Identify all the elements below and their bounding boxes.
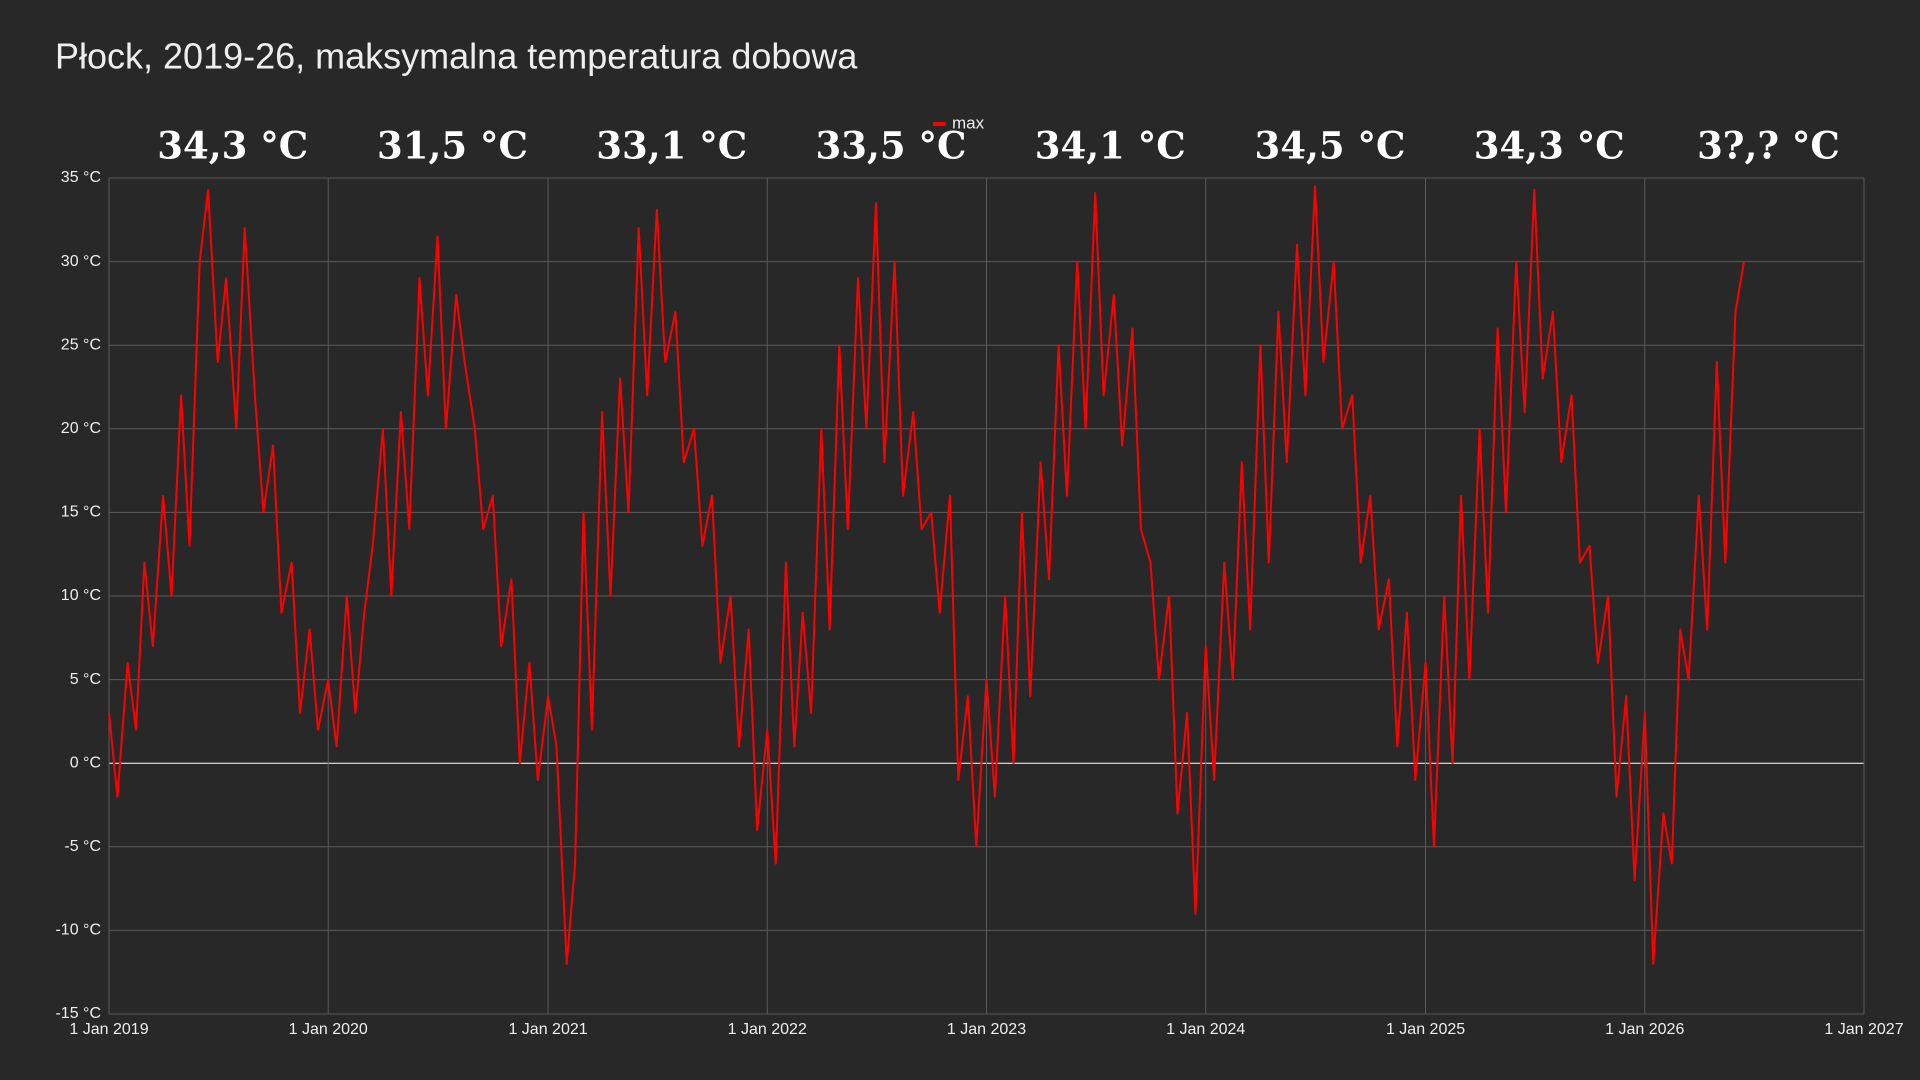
y-tick-label: 0 °C (70, 754, 101, 771)
x-tick-label: 1 Jan 2019 (69, 1021, 148, 1038)
annotation: 34,3 °C (157, 124, 308, 168)
y-tick-label: -15 °C (55, 1005, 101, 1022)
annotation: 33,1 °C (596, 124, 747, 168)
annotation: 3?,? °C (1697, 124, 1840, 168)
x-tick-label: 1 Jan 2020 (289, 1021, 368, 1038)
line (108, 185, 1745, 965)
y-tick-label: -10 °C (55, 922, 101, 939)
x-tick-label: 1 Jan 2023 (947, 1021, 1026, 1038)
x-tick-label: 1 Jan 2024 (1166, 1021, 1245, 1038)
legend-label: max (952, 113, 985, 132)
y-tick-label: 10 °C (61, 587, 101, 604)
y-tick-label: -5 °C (64, 838, 101, 855)
y-tick-label: 30 °C (61, 253, 101, 270)
x-tick-label: 1 Jan 2025 (1386, 1021, 1465, 1038)
annotation: 34,1 °C (1035, 124, 1186, 168)
annotation: 33,5 °C (816, 124, 967, 168)
y-tick-label: 5 °C (70, 671, 101, 688)
x-tick-label: 1 Jan 2026 (1605, 1021, 1684, 1038)
x-tick-label: 1 Jan 2022 (728, 1021, 807, 1038)
y-tick-label: 35 °C (61, 169, 101, 186)
y-tick-label: 25 °C (61, 336, 101, 353)
x-tick-label: 1 Jan 2027 (1824, 1021, 1903, 1038)
annotation: 31,5 °C (377, 124, 528, 168)
annotation: 34,3 °C (1474, 124, 1625, 168)
y-tick-label: 15 °C (61, 504, 101, 521)
chart-title: Płock, 2019-26, maksymalna temperatura d… (55, 36, 858, 77)
x-tick-label: 1 Jan 2021 (508, 1021, 587, 1038)
annotation: 34,5 °C (1255, 124, 1406, 168)
y-tick-label: 20 °C (61, 420, 101, 437)
